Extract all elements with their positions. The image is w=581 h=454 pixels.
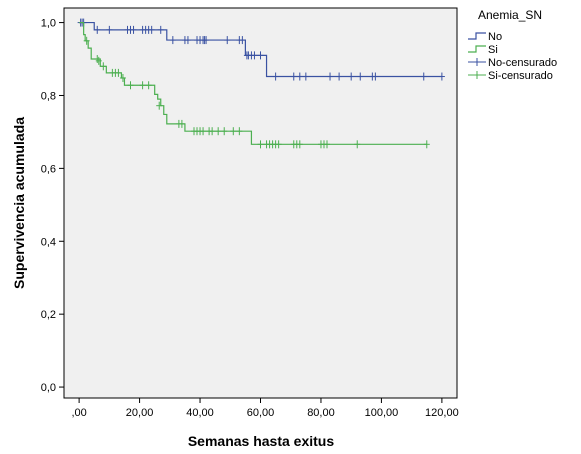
y-tick-label: 0,2 <box>41 309 56 321</box>
censor-mark-no <box>169 36 176 45</box>
censor-mark-no <box>302 72 309 81</box>
censor-mark-no <box>272 72 279 81</box>
x-axis-title: Semanas hasta exitus <box>188 433 335 449</box>
y-tick-label: 0,8 <box>41 90 56 102</box>
censor-mark-si <box>139 81 146 90</box>
censor-mark-no <box>357 72 364 81</box>
x-tick-label: 60,00 <box>247 407 275 419</box>
legend-item-si-censurado: Si-censurado <box>468 70 553 82</box>
censor-mark-no <box>224 36 231 45</box>
censor-mark-si <box>257 140 264 149</box>
censor-mark-si <box>95 56 102 65</box>
censor-mark-no <box>372 72 379 81</box>
censor-mark-no <box>203 36 210 45</box>
x-tick-label: 80,00 <box>307 407 335 419</box>
x-tick-label: ,00 <box>71 407 86 419</box>
censor-mark-si <box>296 140 303 149</box>
censor-mark-si <box>83 36 90 45</box>
censor-mark-no <box>336 72 343 81</box>
censor-mark-si <box>178 119 185 128</box>
censor-mark-si <box>127 81 134 90</box>
censor-mark-no <box>130 25 137 34</box>
axes: ,00 20,00 40,00 60,00 80,00 100,00 120,00 0,0 0,… <box>41 18 459 419</box>
censor-mark-no <box>251 51 258 60</box>
censor-mark-si <box>209 127 216 136</box>
y-axis-title: Supervivencia acumulada <box>11 117 27 289</box>
x-tick-label: 20,00 <box>126 407 154 419</box>
legend-label: Si-censurado <box>488 70 553 82</box>
censor-mark-si <box>324 140 331 149</box>
censor-mark-no <box>184 36 191 45</box>
legend-label: No-censurado <box>488 57 557 69</box>
plot-area <box>63 7 458 399</box>
legend-item-si: Si <box>468 44 498 56</box>
survival-curve-si <box>79 21 427 145</box>
y-tick-label: 1,0 <box>41 18 56 30</box>
legend-step-symbol <box>468 32 486 40</box>
censor-mark-si <box>200 127 207 136</box>
legend-label: Si <box>488 44 498 56</box>
censor-mark-no <box>157 25 164 34</box>
censor-mark-no <box>239 36 246 45</box>
x-tick-label: 120,00 <box>425 407 459 419</box>
censor-mark-no <box>94 25 101 34</box>
censor-mark-si <box>156 101 163 110</box>
legend-item-no: No <box>468 31 502 43</box>
legend-item-no-censurado: No-censurado <box>468 57 557 69</box>
censor-mark-si <box>354 140 361 149</box>
censor-mark-no <box>290 72 297 81</box>
censor-mark-no <box>296 72 303 81</box>
censor-mark-si <box>236 127 243 136</box>
censor-mark-no <box>257 51 264 60</box>
censor-mark-si <box>100 62 107 71</box>
censor-mark-si <box>115 68 122 77</box>
censor-mark-si <box>215 127 222 136</box>
y-tick-label: 0,0 <box>41 382 56 394</box>
censor-mark-no <box>106 25 113 34</box>
censor-mark-no <box>438 72 445 81</box>
censor-mark-si <box>423 140 430 149</box>
y-tick-label: 0,4 <box>41 236 56 248</box>
legend-title: Anemia_SN <box>478 8 542 22</box>
censor-mark-no <box>348 72 355 81</box>
censor-mark-si <box>119 73 126 82</box>
censor-mark-no <box>420 72 427 81</box>
censor-mark-si <box>275 140 282 149</box>
y-tick-label: 0,6 <box>41 163 56 175</box>
series-layer <box>77 18 445 149</box>
legend-step-symbol <box>468 45 486 53</box>
censor-mark-si <box>221 127 228 136</box>
censor-mark-no <box>327 72 334 81</box>
censor-mark-no <box>148 25 155 34</box>
x-tick-label: 40,00 <box>186 407 214 419</box>
censor-mark-si <box>230 127 237 136</box>
legend-label: No <box>488 31 502 43</box>
censor-mark-si <box>145 81 152 90</box>
x-tick-label: 100,00 <box>365 407 399 419</box>
